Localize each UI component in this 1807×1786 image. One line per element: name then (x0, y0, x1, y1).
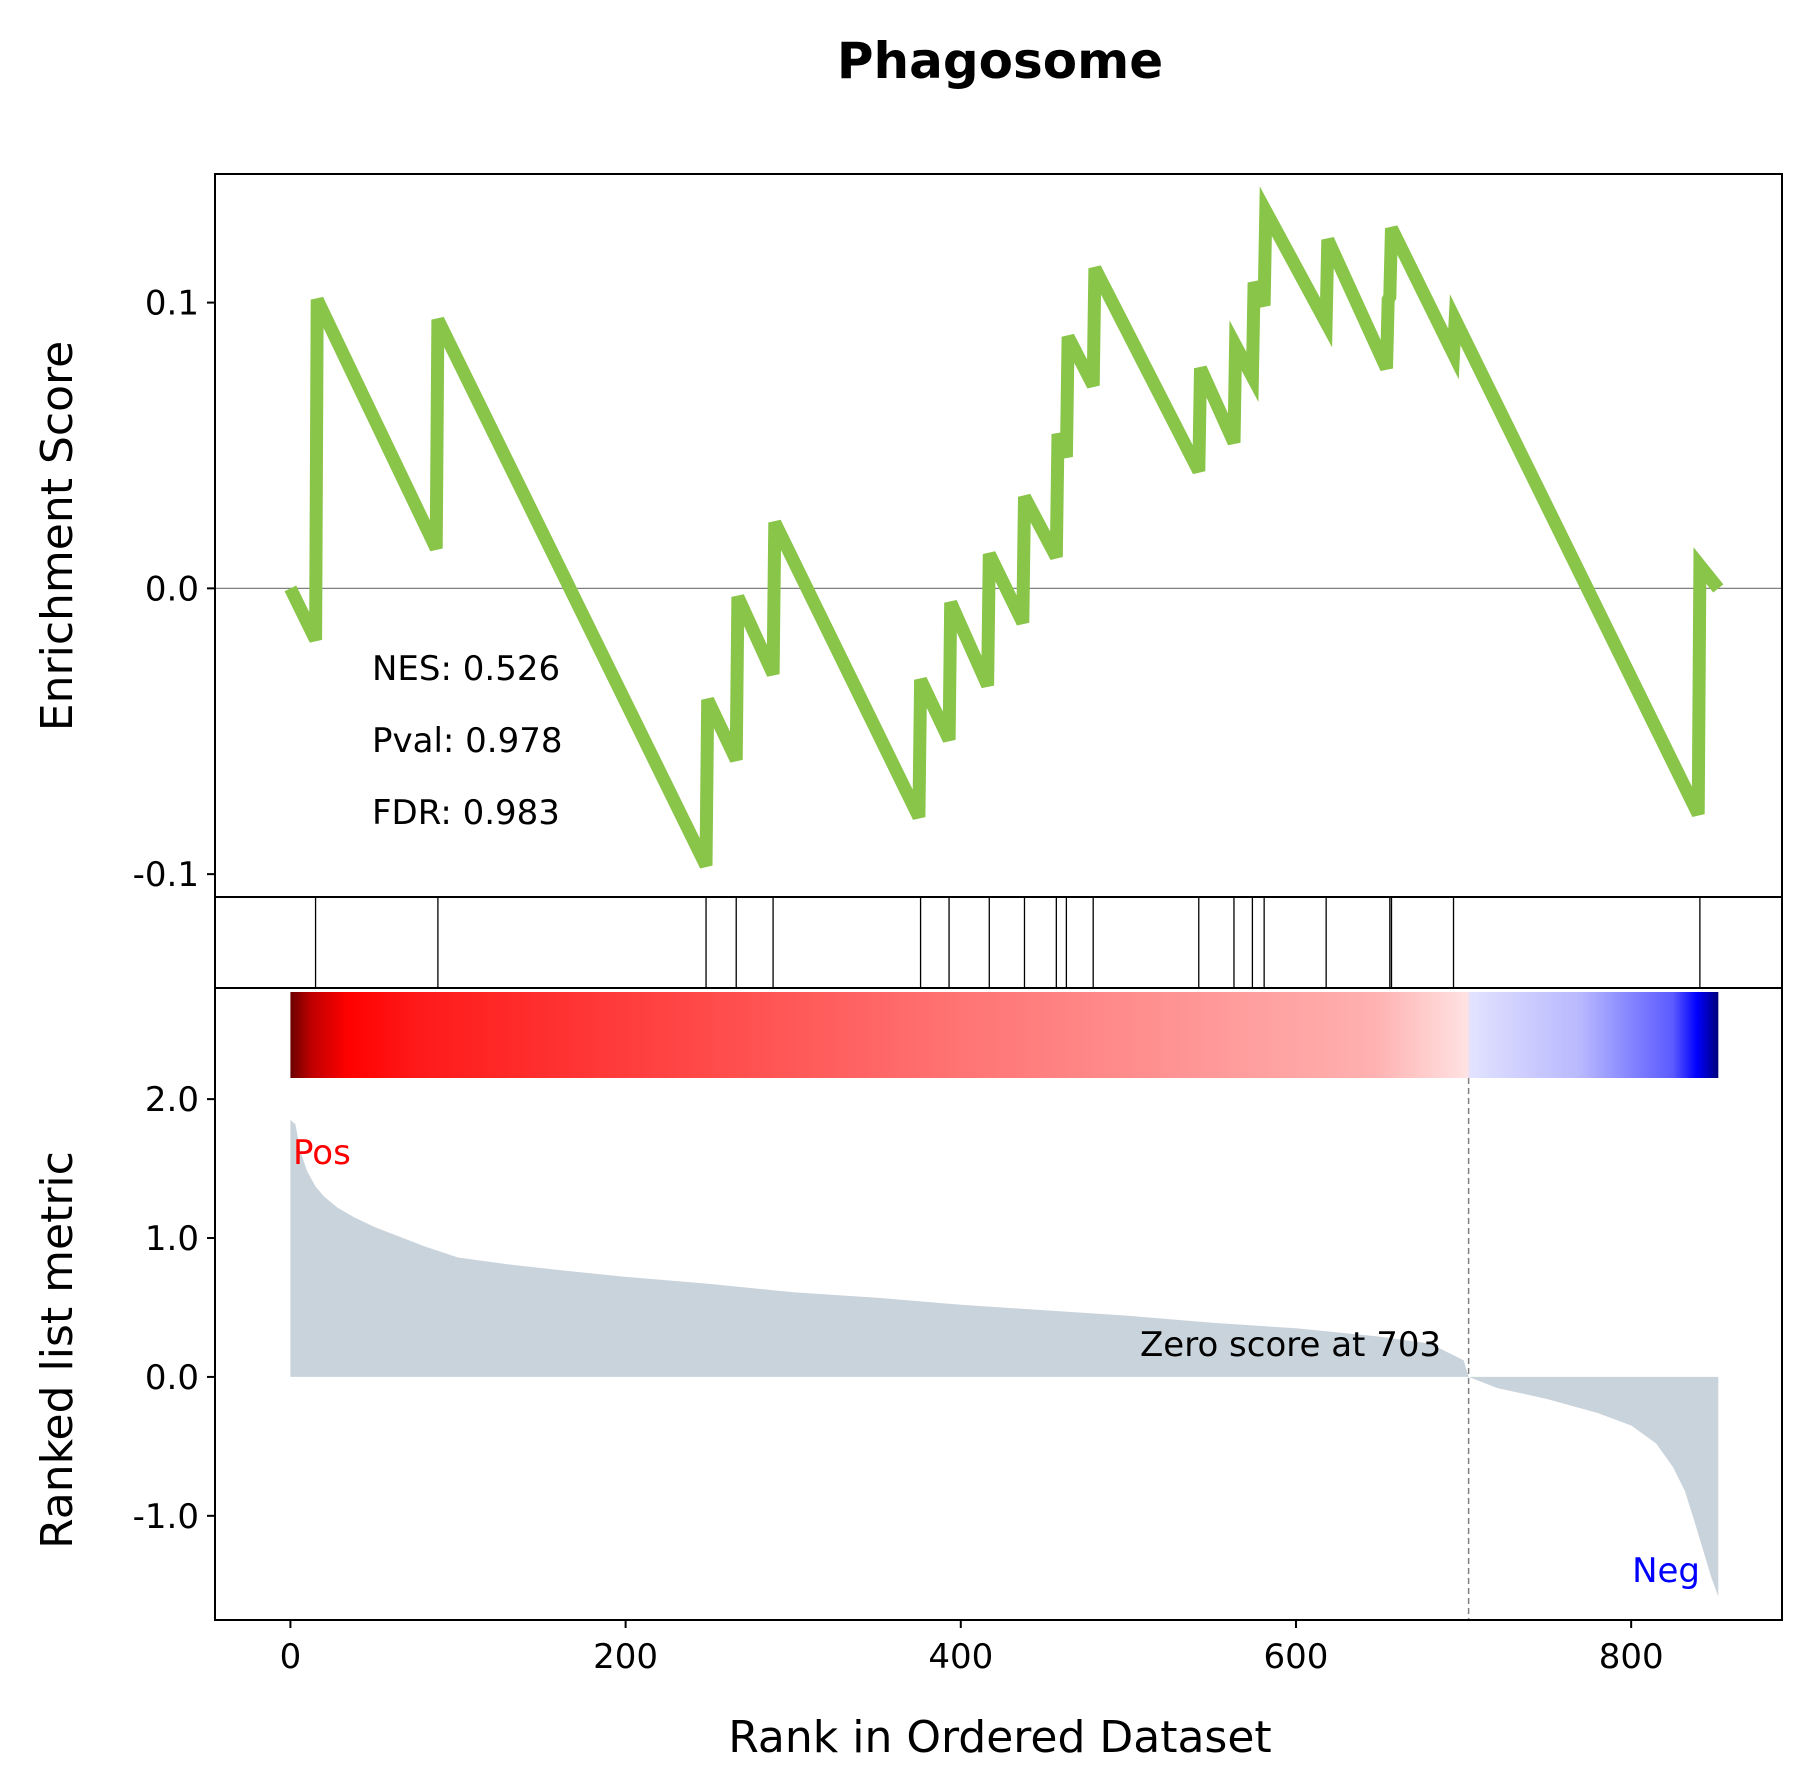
metric-panel: -1.0 0.0 1.0 2.0 (133, 987, 1783, 1621)
hits-frame (214, 896, 1783, 989)
es-frame (214, 173, 1783, 898)
es-curve (284, 186, 1724, 869)
metric-ytick-label: 2.0 (145, 1080, 199, 1120)
x-tick-label: 600 (1264, 1637, 1329, 1677)
zero-score-label: Zero score at 703 (1140, 1325, 1441, 1365)
es-ytick-label: 0.0 (145, 569, 199, 609)
fdr-annotation: FDR: 0.983 (372, 793, 560, 833)
pos-label: Pos (293, 1133, 351, 1173)
rank-colorbar (290, 992, 1719, 1078)
x-tick-label: 200 (593, 1637, 658, 1677)
x-axis-label: Rank in Ordered Dataset (728, 1712, 1271, 1763)
x-tick-label: 0 (280, 1637, 302, 1677)
metric-ytick-label: -1.0 (133, 1497, 199, 1537)
x-tick-label: 800 (1599, 1637, 1664, 1677)
es-panel: -0.1 0.0 0.1 (133, 173, 1783, 898)
neg-label: Neg (1632, 1551, 1700, 1591)
metric-ylabel: Ranked list metric (32, 1151, 83, 1549)
nes-annotation: NES: 0.526 (372, 649, 560, 689)
chart-title: Phagosome (837, 32, 1163, 90)
metric-area (290, 1120, 1719, 1597)
metric-frame (214, 987, 1783, 1621)
es-ytick-label: 0.1 (145, 284, 199, 324)
x-axis: 0 200 400 600 800 (280, 1620, 1664, 1677)
metric-ytick-label: 0.0 (145, 1358, 199, 1398)
es-ylabel: Enrichment Score (32, 341, 83, 731)
hits-panel (214, 896, 1783, 989)
metric-ytick-label: 1.0 (145, 1219, 199, 1259)
es-ytick-label: -0.1 (133, 855, 199, 895)
x-tick-label: 400 (928, 1637, 993, 1677)
pval-annotation: Pval: 0.978 (372, 721, 563, 761)
